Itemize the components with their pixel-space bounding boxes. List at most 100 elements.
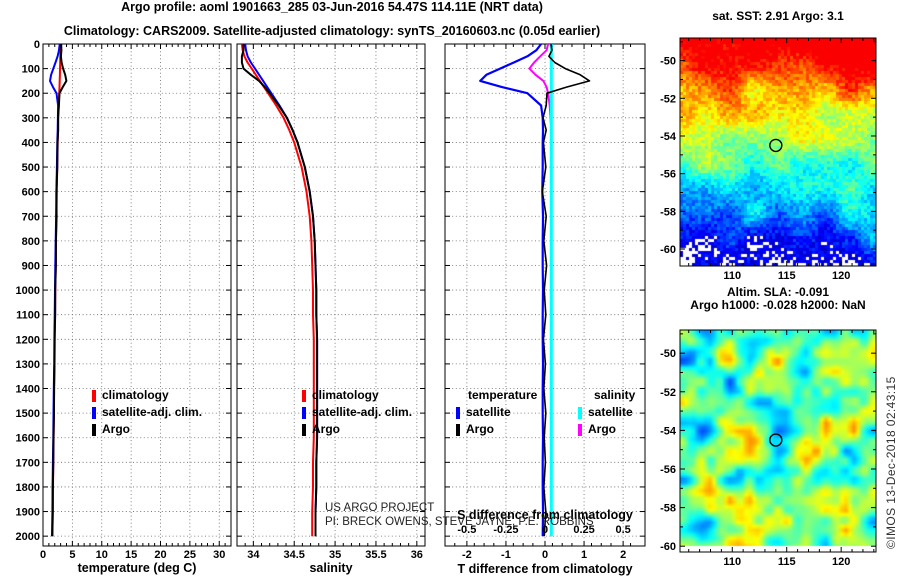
svg-text:35: 35: [329, 549, 341, 561]
salinity-profile-panel: 34 34.5 35 35.5 36: [236, 43, 426, 561]
svg-text:2000: 2000: [16, 531, 40, 543]
svg-text:-58: -58: [660, 206, 676, 218]
svg-text:1500: 1500: [16, 408, 40, 420]
svg-text:-54: -54: [660, 425, 677, 437]
svg-text:25: 25: [184, 549, 196, 561]
svg-text:0: 0: [542, 524, 548, 536]
legend-item-t-argo: Argo: [456, 421, 537, 438]
svg-text:1900: 1900: [16, 507, 40, 519]
legend-group-title: temperature: [468, 388, 538, 402]
salinity-profile-series-climatology: [240, 43, 315, 537]
t-difference-axis-label: T difference from climatology: [457, 562, 633, 576]
legend-item-climatology: climatology: [92, 387, 202, 404]
svg-text:36: 36: [411, 549, 423, 561]
svg-text:-52: -52: [660, 93, 676, 105]
svg-text:1100: 1100: [16, 310, 40, 322]
legend-label: Argo: [466, 422, 494, 436]
svg-text:900: 900: [22, 260, 40, 272]
svg-text:34.5: 34.5: [284, 549, 305, 561]
sst-map-float-marker: [769, 138, 783, 153]
legend-item-t-satellite: satellite: [456, 404, 537, 421]
svg-text:5: 5: [69, 549, 75, 561]
sst-map-axes: 110 115 120 -50 -52 -54 -56 -58 -60: [660, 37, 877, 282]
svg-text:1600: 1600: [16, 433, 40, 445]
svg-text:-54: -54: [660, 131, 677, 143]
svg-text:0.25: 0.25: [573, 524, 594, 536]
legend-label: satellite-adj. clim.: [102, 405, 203, 419]
salinity-profile-series-argo: [240, 44, 319, 537]
sla-map-float-marker: [769, 433, 783, 447]
svg-text:1300: 1300: [16, 359, 40, 371]
svg-text:115: 115: [778, 556, 796, 568]
salinity-legend: climatology satellite-adj. clim. Argo: [302, 387, 412, 438]
temperature-axis-label: temperature (deg C): [77, 561, 197, 575]
svg-text:-0.5: -0.5: [457, 524, 476, 536]
svg-text:30: 30: [213, 549, 225, 561]
svg-text:0.5: 0.5: [615, 524, 630, 536]
svg-text:10: 10: [96, 549, 108, 561]
difference-legend-salinity-column: salinity satellite Argo: [578, 387, 635, 438]
climatology-line-swatch: [302, 389, 306, 402]
svg-text:110: 110: [723, 270, 741, 282]
figure-title-line1: Argo profile: aoml 1901663_285 03-Jun-20…: [121, 0, 543, 14]
svg-text:700: 700: [22, 211, 40, 223]
svg-text:-1: -1: [501, 549, 511, 561]
svg-text:1200: 1200: [16, 334, 40, 346]
svg-text:110: 110: [723, 556, 741, 568]
svg-text:1000: 1000: [16, 285, 40, 297]
svg-text:100: 100: [22, 64, 40, 76]
legend-item-climatology: climatology: [302, 387, 412, 404]
svg-text:400: 400: [22, 137, 40, 149]
sla-heatmap-canvas: [680, 330, 876, 552]
svg-text:1400: 1400: [16, 384, 40, 396]
svg-text:34: 34: [247, 549, 260, 561]
legend-label: climatology: [312, 388, 379, 402]
satellite-adj-clim-line-swatch: [302, 406, 306, 419]
svg-text:-50: -50: [660, 348, 676, 360]
sla-map-title-line2: Argo h1000: -0.028 h2000: NaN: [690, 298, 866, 312]
s-difference-axis-label: S difference from climatology: [457, 508, 633, 522]
legend-item-argo: Argo: [92, 421, 202, 438]
temperature-profile-panel: 0 5 10 15 20 25 300100200300400500600700800900…: [16, 39, 232, 561]
difference-profile-series-temperature-satellite: [479, 43, 545, 537]
sst-heatmap-canvas: [680, 38, 876, 266]
svg-text:0: 0: [40, 549, 46, 561]
legend-label: satellite-adj. clim.: [312, 405, 413, 419]
svg-text:800: 800: [22, 236, 40, 248]
svg-text:-60: -60: [660, 541, 676, 553]
svg-text:15: 15: [125, 549, 137, 561]
s-argo-line-swatch: [578, 423, 582, 436]
svg-text:2: 2: [620, 549, 626, 561]
temperature-legend: climatology satellite-adj. clim. Argo: [92, 387, 202, 438]
svg-text:20: 20: [154, 549, 166, 561]
difference-profile-panel: -2 -1 0 1 2 -0.5 -0.25 0 0.25 0.5: [444, 43, 646, 561]
svg-text:35.5: 35.5: [365, 549, 386, 561]
legend-label: satellite: [588, 405, 633, 419]
svg-text:-2: -2: [462, 549, 472, 561]
t-satellite-line-swatch: [456, 406, 460, 419]
legend-label: satellite: [466, 405, 511, 419]
svg-text:-56: -56: [660, 169, 676, 181]
project-annotation-line1: US ARGO PROJECT: [325, 502, 435, 514]
difference-profile-series-temperature-argo: [541, 43, 591, 537]
legend-label: Argo: [102, 422, 130, 436]
sla-map-axes: 110 115 120 -50 -52 -54 -56 -58 -60: [660, 329, 877, 568]
legend-item-s-argo: Argo: [578, 421, 635, 438]
argo-line-swatch: [92, 423, 96, 436]
legend-item-argo: Argo: [302, 421, 412, 438]
imos-watermark: ©IMOS 13-Dec-2018 02:43:15: [884, 376, 898, 549]
svg-text:1800: 1800: [16, 482, 40, 494]
satellite-adj-clim-line-swatch: [92, 406, 96, 419]
difference-legend-temperature-column: temperature satellite Argo: [456, 387, 537, 438]
svg-text:0: 0: [542, 549, 548, 561]
s-satellite-line-swatch: [578, 406, 582, 419]
legend-label: Argo: [588, 422, 616, 436]
svg-text:120: 120: [832, 270, 850, 282]
svg-text:-0.25: -0.25: [493, 524, 518, 536]
svg-text:-52: -52: [660, 387, 676, 399]
svg-text:600: 600: [22, 187, 40, 199]
legend-item-satellite-adj-clim: satellite-adj. clim.: [302, 404, 412, 421]
sla-map-title-line1: Altim. SLA: -0.091: [726, 285, 830, 299]
